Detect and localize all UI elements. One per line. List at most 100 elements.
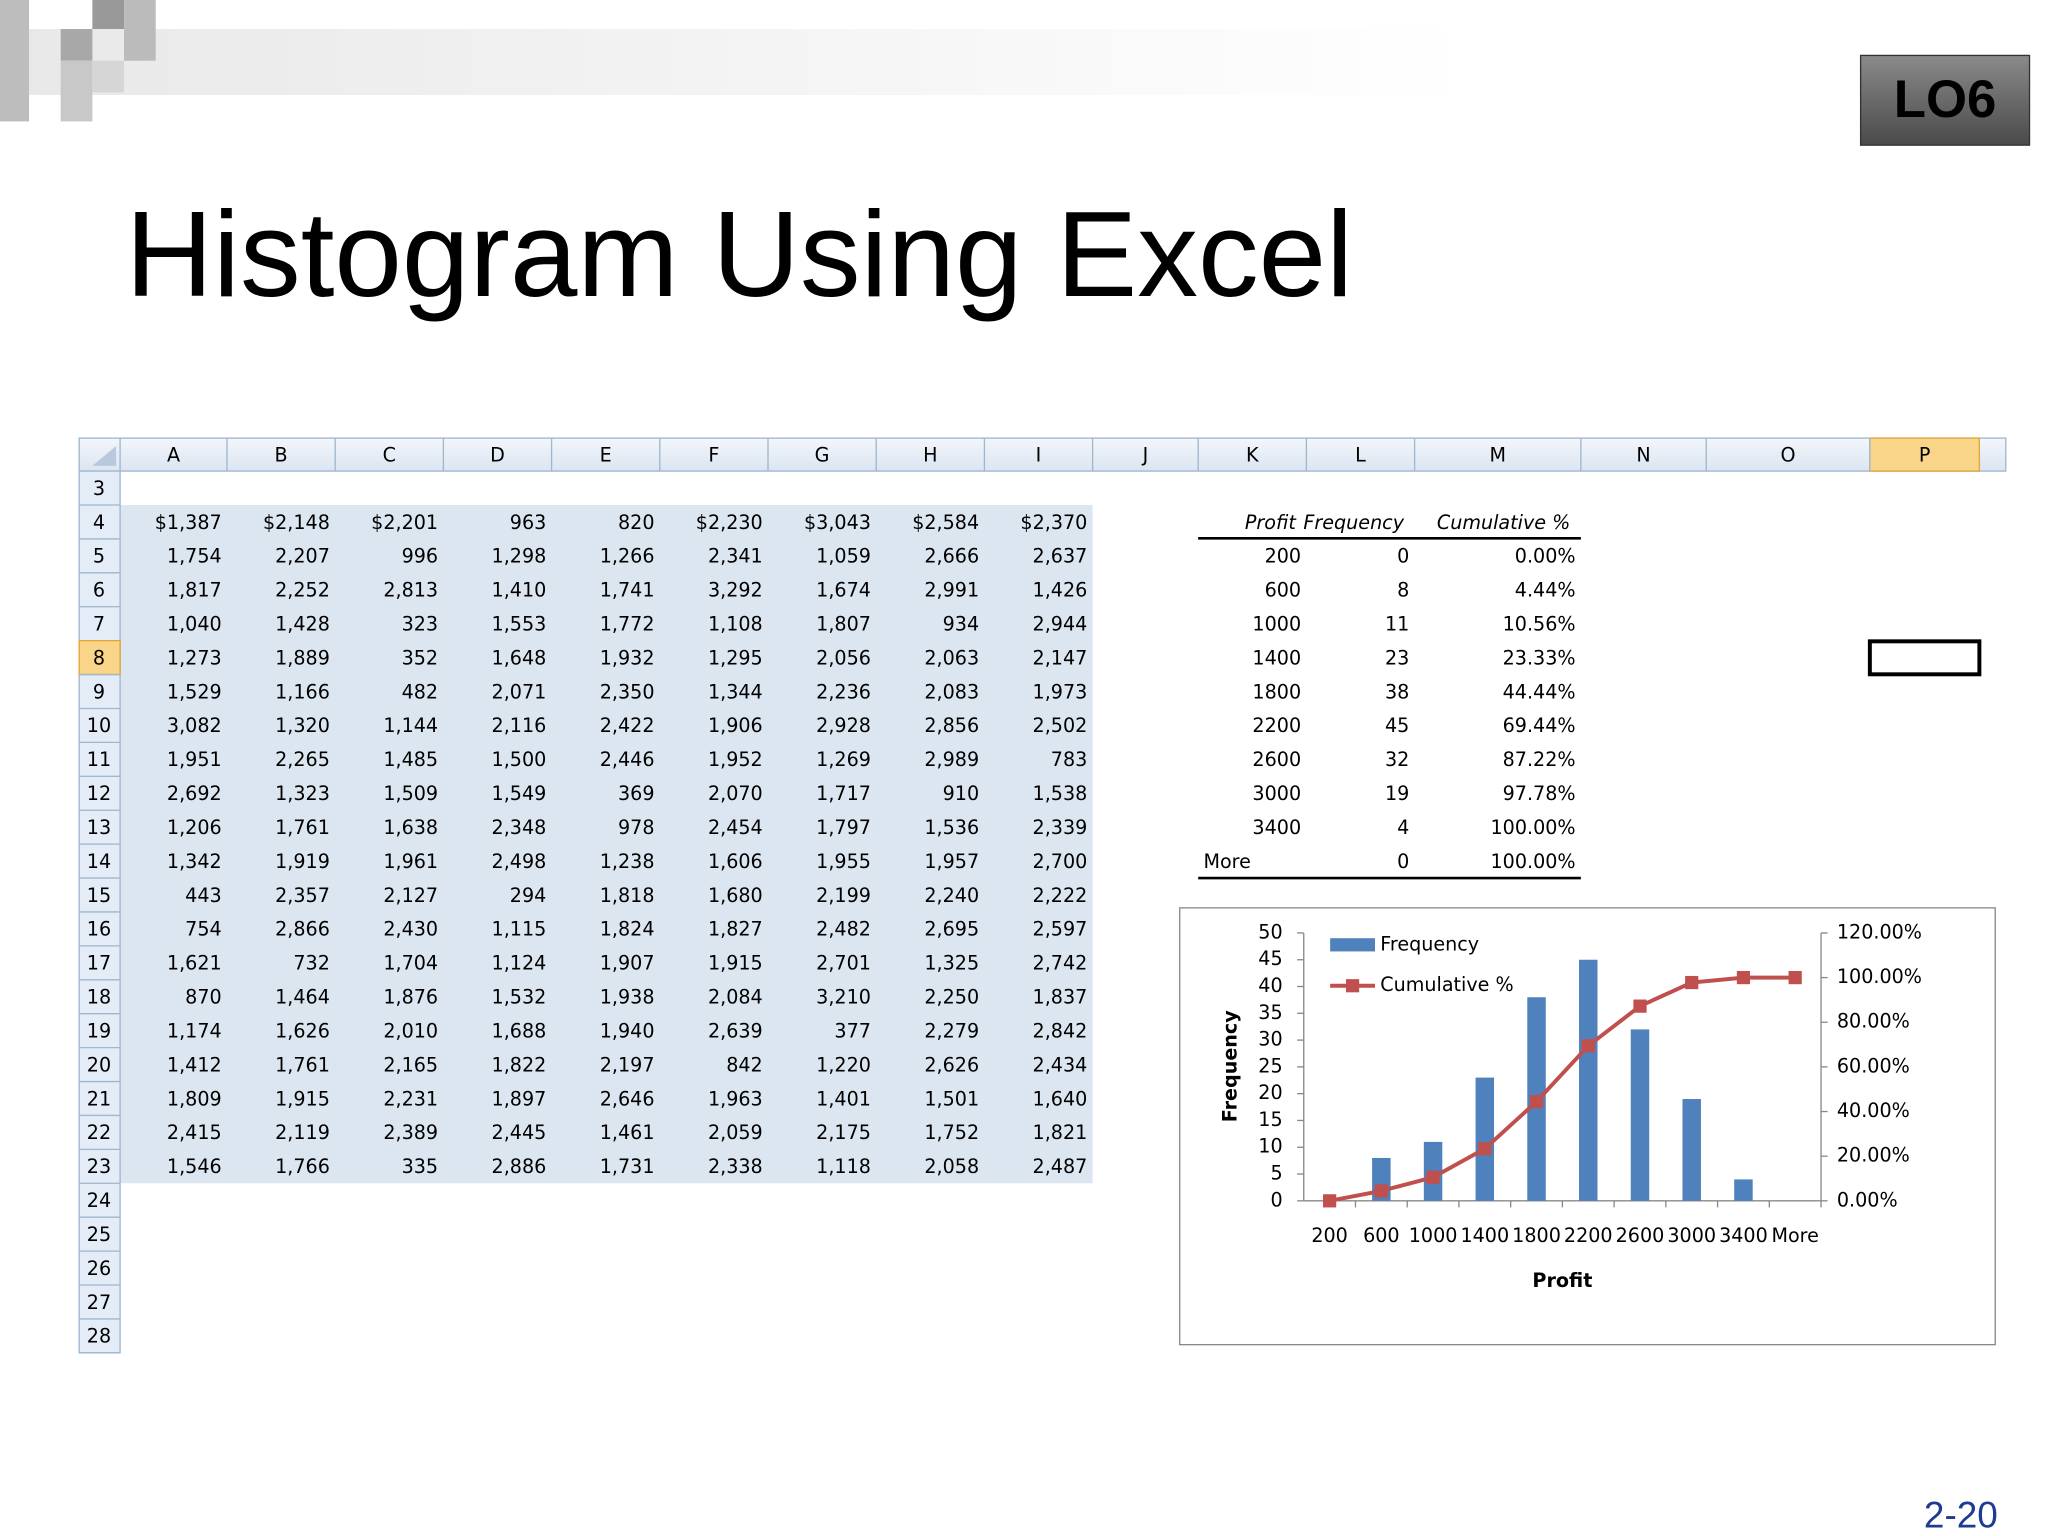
cell-value[interactable]: 870 [185,986,222,1009]
cell-value[interactable]: 2,084 [708,986,763,1009]
cell-value[interactable]: 2,886 [492,1155,547,1178]
cell-value[interactable]: 1,827 [708,918,763,941]
cell-value[interactable]: 2,207 [275,545,330,568]
cell-value[interactable]: 1,938 [600,986,655,1009]
row-header[interactable]: 19 [87,1019,111,1042]
row-header[interactable]: 15 [87,884,111,907]
cell-value[interactable]: 2,357 [275,884,330,907]
cell-value[interactable]: 3,210 [816,986,871,1009]
cell-value[interactable]: 2,498 [492,850,547,873]
cell-value[interactable]: 1,731 [600,1155,655,1178]
cell-value[interactable]: 1,059 [816,545,871,568]
column-header[interactable]: J [1142,443,1149,466]
cell-value[interactable]: 1,761 [275,816,330,839]
cell-value[interactable]: 2,058 [924,1155,979,1178]
cell-value[interactable]: 2,637 [1033,545,1088,568]
cell-value[interactable]: 1,428 [275,613,330,636]
cell-value[interactable]: 1,626 [275,1019,330,1042]
cell-value[interactable]: 1,907 [600,952,655,975]
cell-value[interactable]: 369 [618,782,655,805]
cell-value[interactable]: 1,298 [492,545,547,568]
cell-value[interactable]: 1,807 [816,613,871,636]
cell-value[interactable]: 1,174 [167,1019,222,1042]
cell-value[interactable]: 1,461 [600,1121,655,1144]
cell-value[interactable]: 2,222 [1033,884,1088,907]
cell-value[interactable]: 783 [1051,748,1088,771]
cell-value[interactable]: 910 [943,782,980,805]
column-header[interactable]: N [1636,443,1650,466]
column-header[interactable]: M [1489,443,1506,466]
cell-value[interactable]: 1,269 [816,748,871,771]
cell-value[interactable]: 2,083 [924,680,979,703]
cell-value[interactable]: 2,989 [924,748,979,771]
cell-value[interactable]: 754 [185,918,222,941]
row-header[interactable]: 11 [87,748,111,771]
cell-value[interactable]: 2,389 [383,1121,438,1144]
cell-value[interactable]: 1,342 [167,850,222,873]
cell-value[interactable]: 335 [402,1155,439,1178]
cell-value[interactable]: $2,201 [371,511,438,534]
cell-value[interactable]: 1,837 [1033,986,1088,1009]
row-header[interactable]: 22 [87,1121,111,1144]
cell-value[interactable]: $2,370 [1020,511,1087,534]
column-header[interactable]: D [490,443,505,466]
cell-value[interactable]: 1,741 [600,579,655,602]
cell-value[interactable]: $1,387 [155,511,222,534]
cell-value[interactable]: 2,597 [1033,918,1088,941]
cell-value[interactable]: 2,265 [275,748,330,771]
cell-value[interactable]: 3,292 [708,579,763,602]
cell-value[interactable]: 2,070 [708,782,763,805]
cell-value[interactable]: 1,621 [167,952,222,975]
cell-value[interactable]: 1,963 [708,1087,763,1110]
cell-value[interactable]: 2,692 [167,782,222,805]
cell-value[interactable]: 2,482 [816,918,871,941]
cell-value[interactable]: 1,549 [492,782,547,805]
cell-value[interactable]: 1,325 [924,952,979,975]
cell-value[interactable]: 2,010 [383,1019,438,1042]
cell-value[interactable]: 1,640 [1033,1087,1088,1110]
row-header[interactable]: 21 [87,1087,111,1110]
column-header[interactable]: K [1246,443,1259,466]
cell-value[interactable]: 842 [726,1053,763,1076]
cell-value[interactable]: 2,250 [924,986,979,1009]
cell-value[interactable]: 1,166 [275,680,330,703]
cell-value[interactable]: $2,148 [263,511,330,534]
cell-value[interactable]: 2,147 [1033,646,1088,669]
row-header[interactable]: 7 [93,613,105,636]
cell-value[interactable]: 323 [402,613,439,636]
cell-value[interactable]: 2,430 [383,918,438,941]
cell-value[interactable]: 1,704 [383,952,438,975]
cell-value[interactable]: 1,688 [492,1019,547,1042]
cell-value[interactable]: 2,116 [492,714,547,737]
cell-value[interactable]: 2,165 [383,1053,438,1076]
column-header[interactable]: F [708,443,719,466]
column-header[interactable]: L [1355,443,1366,466]
cell-value[interactable]: 1,124 [492,952,547,975]
cell-value[interactable]: 1,876 [383,986,438,1009]
column-header[interactable]: B [275,443,288,466]
cell-value[interactable]: 2,742 [1033,952,1088,975]
cell-value[interactable]: 2,348 [492,816,547,839]
cell-value[interactable]: 1,323 [275,782,330,805]
cell-value[interactable]: 1,040 [167,613,222,636]
row-header[interactable]: 13 [87,816,111,839]
column-header[interactable]: I [1036,443,1042,466]
cell-value[interactable]: 2,338 [708,1155,763,1178]
cell-value[interactable]: 1,919 [275,850,330,873]
cell-value[interactable]: 2,856 [924,714,979,737]
cell-value[interactable]: 1,648 [492,646,547,669]
cell-value[interactable]: $2,230 [696,511,763,534]
cell-value[interactable]: 2,454 [708,816,763,839]
row-header[interactable]: 12 [87,782,111,805]
cell-value[interactable]: 1,108 [708,613,763,636]
cell-value[interactable]: 1,766 [275,1155,330,1178]
cell-value[interactable]: 2,434 [1033,1053,1088,1076]
row-header[interactable]: 28 [87,1325,111,1348]
column-header[interactable]: O [1781,443,1796,466]
cell-value[interactable]: 2,445 [492,1121,547,1144]
cell-value[interactable]: 1,817 [167,579,222,602]
cell-value[interactable]: 2,240 [924,884,979,907]
cell-value[interactable]: 963 [510,511,547,534]
cell-value[interactable]: 2,701 [816,952,871,975]
cell-value[interactable]: 1,674 [816,579,871,602]
